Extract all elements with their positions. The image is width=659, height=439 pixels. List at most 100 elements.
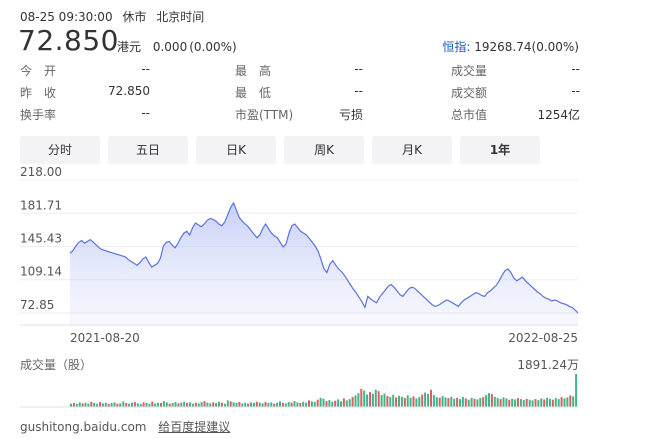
volume-bar [104, 402, 107, 407]
volume-bar [517, 398, 519, 407]
volume-bar [488, 393, 490, 407]
volume-bar [177, 403, 180, 407]
volume-bar [328, 400, 331, 407]
volume-bar [145, 403, 148, 407]
volume-bar [438, 397, 441, 407]
volume-bar [461, 397, 464, 407]
volume-bar [496, 398, 499, 407]
volume-bar [299, 403, 302, 407]
volume-bar [75, 404, 78, 407]
y-tick-label: 145.43 [20, 231, 62, 245]
tab-daily-k[interactable]: 日K [196, 136, 276, 164]
price-area-fill [70, 202, 578, 325]
volume-bar [247, 403, 250, 407]
source-domain: gushitong.baidu.com [20, 420, 147, 434]
volume-bar [151, 401, 154, 407]
index-label[interactable]: 恒指: [442, 40, 471, 54]
volume-bar [374, 389, 377, 407]
volume-bar [281, 403, 284, 407]
volume-bar [302, 401, 305, 407]
stats-row: 换手率 -- 市盈(TTM) 亏损 总市值 1254亿 [20, 106, 580, 122]
volume-bar [174, 402, 177, 408]
volume-bar [87, 403, 90, 407]
volume-bar [540, 398, 543, 407]
volume-bar [128, 403, 131, 407]
volume-bar [441, 396, 444, 407]
volume-bar [171, 403, 174, 407]
volume-bar [464, 398, 467, 407]
volume-bar [319, 397, 322, 407]
volume-bar [342, 398, 345, 407]
currency: 港元 [117, 40, 142, 54]
volume-bar [296, 402, 299, 407]
volume-bar [241, 403, 244, 407]
volume-bar [267, 403, 270, 407]
volume-bar [284, 403, 287, 407]
volume-bar [398, 395, 400, 407]
tab-monthly-k[interactable]: 月K [372, 136, 452, 164]
volume-bar [279, 401, 281, 407]
tab-one-year[interactable]: 1年 [460, 136, 540, 164]
volume-bar [258, 402, 261, 407]
volume-bar [189, 402, 191, 407]
volume-bar [354, 395, 357, 407]
footer: gushitong.baidu.com 给百度提建议 [20, 418, 230, 435]
volume-bar [418, 397, 421, 407]
volume-bar [427, 393, 430, 407]
tab-five-day[interactable]: 五日 [108, 136, 188, 164]
volume-bar [293, 401, 296, 407]
volume-bar [232, 402, 235, 407]
volume-bar [252, 403, 255, 407]
volume-bar [557, 399, 560, 407]
volume-bar [371, 393, 374, 407]
volume-bar [522, 400, 525, 407]
volume-bar [186, 403, 189, 407]
volume-bar [334, 400, 337, 407]
x-end-label: 2022-08-25 [508, 331, 578, 345]
y-tick-label: 109.14 [20, 265, 62, 279]
volume-bar [200, 402, 203, 408]
volume-bar [348, 399, 351, 407]
volume-bar [244, 402, 247, 407]
volume-bar [276, 402, 279, 407]
volume-bar [72, 403, 75, 407]
index-quote[interactable]: 恒指: 19268.74(0.00%) [442, 38, 579, 55]
volume-bar [351, 397, 354, 407]
volume-bar [119, 403, 122, 407]
volume-bar [386, 396, 389, 407]
volume-bar [511, 398, 514, 408]
volume-bar [250, 402, 252, 407]
volume-bar [551, 399, 554, 407]
volume-bar [162, 401, 165, 407]
volume-bar [110, 403, 113, 407]
volume-bar [508, 399, 511, 407]
price-meta: 港元 0.000 (0.00%) [117, 38, 245, 55]
volume-bar [392, 394, 395, 407]
volume-bar [136, 403, 139, 407]
volume-bar [377, 391, 380, 407]
volume-bar [502, 397, 505, 407]
volume-bar [363, 390, 366, 407]
tab-weekly-k[interactable]: 周K [284, 136, 364, 164]
status-line: 08-25 09:30:00 休市 北京时间 [20, 8, 210, 25]
volume-bar [357, 393, 360, 407]
volume-bar [305, 402, 308, 407]
volume-bar [183, 401, 186, 407]
volume-bar [308, 400, 310, 407]
volume-bar [383, 393, 386, 407]
volume-bar [569, 395, 572, 407]
volume-bar [194, 402, 197, 407]
volume-bar [459, 399, 461, 407]
datetime: 08-25 09:30:00 [20, 10, 113, 24]
volume-bar [366, 394, 369, 407]
volume-bar [209, 403, 212, 407]
volume-bar [226, 400, 229, 407]
tab-intraday[interactable]: 分时 [20, 136, 100, 164]
volume-bar [113, 402, 116, 407]
volume-bar [531, 400, 534, 407]
volume-bar [482, 397, 485, 407]
volume-bar [125, 403, 128, 407]
volume-bar [415, 398, 418, 407]
feedback-link[interactable]: 给百度提建议 [158, 420, 231, 434]
